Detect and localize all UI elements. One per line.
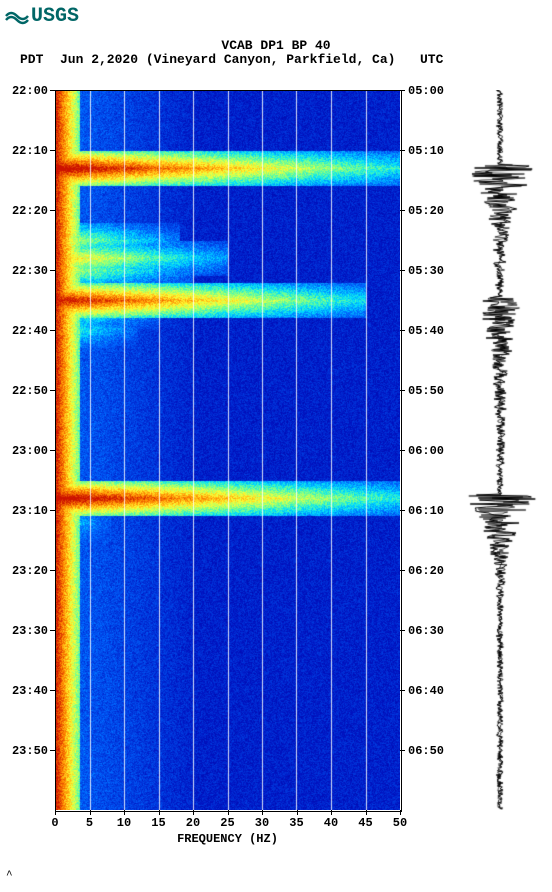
utc-label: UTC [420,52,443,67]
y-left-tick: 23:40 [12,684,48,698]
spectrogram-plot [55,90,400,810]
x-tick: 5 [86,816,93,830]
y-right-tick: 05:40 [408,324,444,338]
y-left-tick: 22:40 [12,324,48,338]
y-left-tick: 23:10 [12,504,48,518]
x-tick: 25 [220,816,234,830]
y-right-tick: 05:10 [408,144,444,158]
y-axis-right-utc: 05:0005:1005:2005:3005:4005:5006:0006:10… [400,90,455,810]
pdt-label: PDT [20,52,43,67]
y-left-tick: 22:20 [12,204,48,218]
y-axis-left-pdt: 22:0022:1022:2022:3022:4022:5023:0023:10… [0,90,50,810]
y-left-tick: 23:30 [12,624,48,638]
chart-title: VCAB DP1 BP 40 [0,38,552,53]
x-tick: 45 [358,816,372,830]
x-tick: 40 [324,816,338,830]
y-right-tick: 06:40 [408,684,444,698]
y-left-tick: 22:50 [12,384,48,398]
y-left-tick: 22:10 [12,144,48,158]
seismogram-panel [460,90,540,810]
y-left-tick: 23:00 [12,444,48,458]
y-right-tick: 05:30 [408,264,444,278]
y-right-tick: 06:00 [408,444,444,458]
y-right-tick: 05:50 [408,384,444,398]
y-right-tick: 05:20 [408,204,444,218]
x-tick: 35 [289,816,303,830]
y-right-tick: 06:10 [408,504,444,518]
y-left-tick: 23:50 [12,744,48,758]
y-right-tick: 05:00 [408,84,444,98]
date-location: Jun 2,2020 (Vineyard Canyon, Parkfield, … [60,52,395,67]
x-tick: 15 [151,816,165,830]
x-tick: 0 [51,816,58,830]
x-axis-label: FREQUENCY (HZ) [55,832,400,846]
footer-mark: ^ [6,870,13,882]
x-tick: 20 [186,816,200,830]
x-tick: 50 [393,816,407,830]
logo-text: USGS [31,5,79,28]
spectrogram-canvas [55,90,400,810]
y-right-tick: 06:50 [408,744,444,758]
y-right-tick: 06:30 [408,624,444,638]
x-tick: 30 [255,816,269,830]
y-left-tick: 23:20 [12,564,48,578]
x-tick: 10 [117,816,131,830]
usgs-logo: USGS [5,5,79,28]
y-right-tick: 06:20 [408,564,444,578]
y-left-tick: 22:00 [12,84,48,98]
y-left-tick: 22:30 [12,264,48,278]
seismogram-canvas [460,90,540,810]
